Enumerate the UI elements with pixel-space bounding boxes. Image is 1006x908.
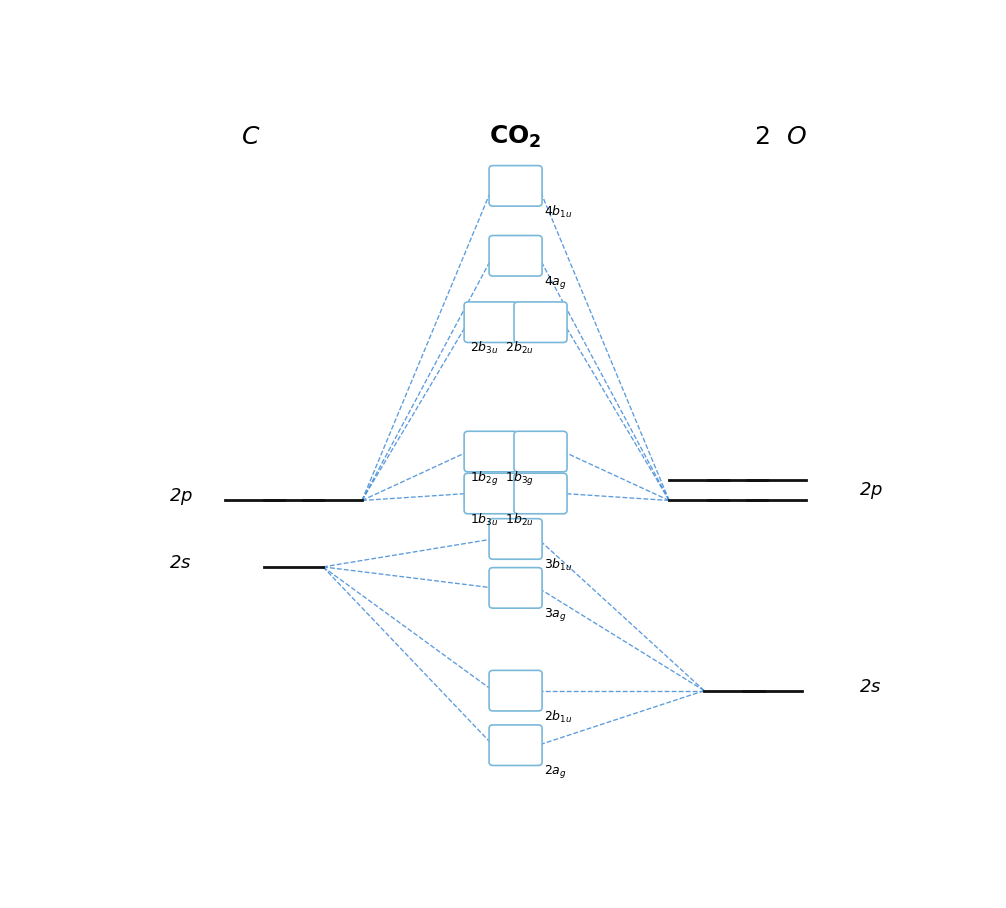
Text: 4$b_{1u}$: 4$b_{1u}$ bbox=[544, 204, 573, 220]
Text: 2$p$: 2$p$ bbox=[169, 487, 193, 508]
Text: 2$b_{3u}$  2$b_{2u}$: 2$b_{3u}$ 2$b_{2u}$ bbox=[470, 340, 533, 357]
Text: 2$s$: 2$s$ bbox=[169, 555, 191, 572]
Text: 2$a_g$: 2$a_g$ bbox=[544, 764, 567, 780]
Text: $\mathbf{CO_2}$: $\mathbf{CO_2}$ bbox=[489, 123, 542, 150]
FancyBboxPatch shape bbox=[464, 431, 517, 472]
FancyBboxPatch shape bbox=[464, 302, 517, 342]
FancyBboxPatch shape bbox=[489, 670, 542, 711]
FancyBboxPatch shape bbox=[489, 518, 542, 559]
Text: 1$b_{2g}$  1$b_{3g}$: 1$b_{2g}$ 1$b_{3g}$ bbox=[470, 469, 533, 488]
FancyBboxPatch shape bbox=[489, 235, 542, 276]
FancyBboxPatch shape bbox=[464, 473, 517, 514]
FancyBboxPatch shape bbox=[514, 431, 567, 472]
FancyBboxPatch shape bbox=[489, 568, 542, 608]
Text: 3$b_{1u}$: 3$b_{1u}$ bbox=[544, 558, 573, 573]
FancyBboxPatch shape bbox=[489, 725, 542, 765]
Text: 2$s$: 2$s$ bbox=[858, 678, 881, 696]
Text: 1$b_{3u}$  1$b_{2u}$: 1$b_{3u}$ 1$b_{2u}$ bbox=[470, 512, 533, 528]
Text: 4$a_g$: 4$a_g$ bbox=[544, 274, 567, 291]
Text: $\mathit{C}$: $\mathit{C}$ bbox=[240, 125, 261, 149]
Text: 3$a_g$: 3$a_g$ bbox=[544, 606, 567, 623]
Text: 2$b_{1u}$: 2$b_{1u}$ bbox=[544, 709, 573, 725]
FancyBboxPatch shape bbox=[514, 473, 567, 514]
FancyBboxPatch shape bbox=[489, 165, 542, 206]
FancyBboxPatch shape bbox=[514, 302, 567, 342]
Text: $\mathit{2\ \ O}$: $\mathit{2\ \ O}$ bbox=[754, 125, 807, 149]
Text: 2$p$: 2$p$ bbox=[858, 479, 882, 500]
